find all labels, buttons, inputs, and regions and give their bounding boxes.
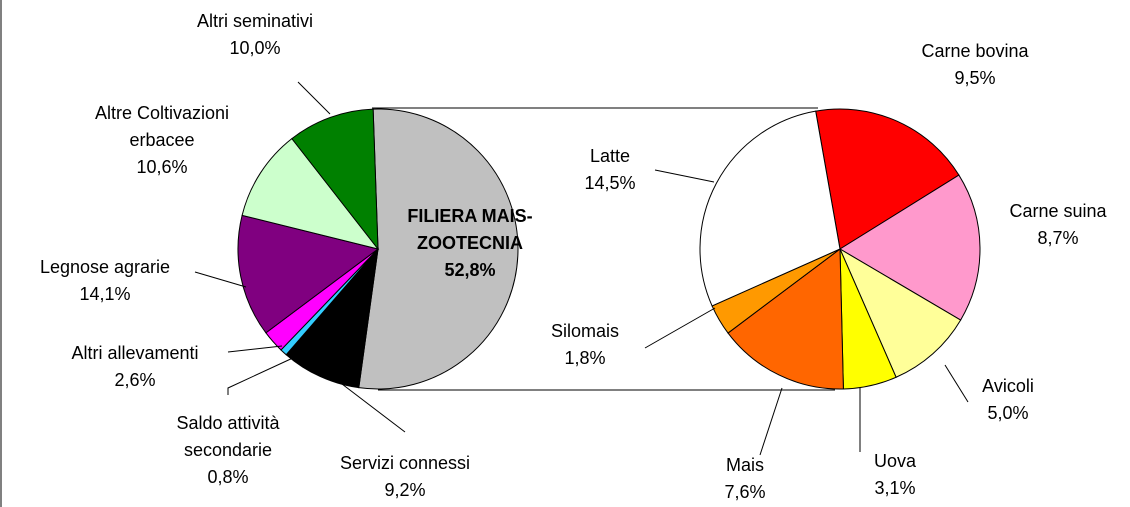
value-label: 0,8%: [207, 467, 249, 487]
category: Avicoli: [982, 376, 1034, 396]
pie-slice: [358, 108, 519, 390]
pie-slice: [285, 247, 379, 389]
value-label: 9,2%: [384, 480, 426, 500]
pie-slice: [699, 110, 841, 307]
slice-label: Mais 7,6%: [695, 452, 795, 506]
value-label: 2,6%: [114, 370, 156, 390]
value-label: 7,6%: [724, 482, 766, 502]
leader-line: [297, 81, 331, 115]
pie-slice: [727, 248, 844, 390]
value-label: 8,7%: [1037, 228, 1079, 248]
slice-label: Carne suina 8,7%: [983, 198, 1130, 252]
value-label: 14,1%: [79, 284, 131, 304]
leader-line: [644, 307, 716, 349]
slice-label: Altri allevamenti 2,6%: [35, 340, 235, 394]
leader-line: [227, 345, 283, 353]
slice-label: Latte 14,5%: [550, 143, 670, 197]
category: FILIERA MAIS-ZOOTECNIA: [407, 206, 533, 253]
slice-label: FILIERA MAIS-ZOOTECNIA 52,8%: [380, 203, 560, 284]
pie-slice: [241, 137, 380, 250]
category: Uova: [873, 451, 917, 471]
slice-label: Altre Coltivazioni erbacee 10,6%: [67, 100, 257, 181]
value-label: 14,5%: [584, 173, 636, 193]
pie-slice: [237, 214, 380, 334]
category: Carne suina: [1009, 201, 1107, 221]
pie-slice: [839, 174, 981, 321]
category: Silomais: [550, 321, 620, 341]
value-label: 10,0%: [229, 38, 281, 58]
leader-line: [341, 383, 406, 433]
category: Legnose agrarie: [39, 257, 171, 277]
category: Latte: [589, 146, 631, 166]
category: Mais: [725, 455, 764, 475]
leader-line: [944, 364, 969, 403]
value-label: 9,5%: [954, 68, 996, 88]
value-label: 10,6%: [136, 157, 188, 177]
category: Altri allevamenti: [71, 343, 199, 363]
category: Saldo attività secondarie: [176, 413, 280, 460]
leader-line: [654, 169, 715, 183]
slice-label: Carne bovina 9,5%: [895, 38, 1055, 92]
slice-label: Avicoli 5,0%: [948, 373, 1068, 427]
pie-slice: [291, 108, 379, 251]
pie-slice: [838, 247, 962, 378]
slice-label: Silomais 1,8%: [525, 318, 645, 372]
value-label: 1,8%: [564, 348, 606, 368]
slice-label: Saldo attività secondarie 0,8%: [153, 410, 303, 491]
slice-label: Servizi connessi 9,2%: [305, 450, 505, 504]
pie-slice: [815, 108, 960, 250]
value-label: 5,0%: [987, 403, 1029, 423]
category: Altri seminativi: [196, 11, 314, 31]
category: Carne bovina: [921, 41, 1029, 61]
category: Servizi connessi: [339, 453, 471, 473]
leader-line: [759, 387, 783, 456]
value-label: 52,8%: [444, 260, 496, 280]
slice-label: Legnose agrarie 14,1%: [5, 254, 205, 308]
category: Altre Coltivazioni erbacee: [94, 103, 230, 150]
slice-label: Altri seminativi 10,0%: [165, 8, 345, 62]
slice-label: Uova 3,1%: [845, 448, 945, 502]
leader-line: [194, 271, 247, 288]
leader-line: [227, 356, 296, 395]
value-label: 3,1%: [874, 478, 916, 498]
